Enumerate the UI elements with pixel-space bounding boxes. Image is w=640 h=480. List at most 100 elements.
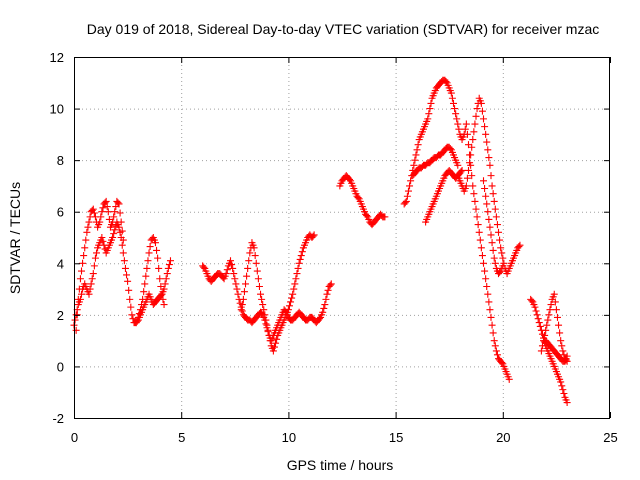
y-tick-label: 8 [57, 153, 64, 168]
data-point [111, 226, 119, 234]
data-point [145, 249, 153, 257]
series-C6 [480, 177, 507, 278]
data-point [461, 125, 469, 133]
data-point [257, 290, 265, 298]
data-point [156, 275, 164, 283]
data-point [489, 190, 497, 198]
data-point [381, 213, 389, 221]
series-B1 [199, 257, 335, 345]
data-point [157, 282, 165, 290]
data-point [470, 128, 478, 136]
data-point [163, 270, 171, 278]
data-point [154, 254, 162, 262]
data-point [493, 351, 501, 359]
data-point [483, 282, 491, 290]
data-point [492, 213, 500, 221]
data-point [489, 246, 497, 254]
data-point [481, 123, 489, 131]
data-point [406, 182, 414, 190]
data-point [298, 248, 306, 256]
data-point [563, 352, 571, 360]
data-point [289, 290, 297, 298]
data-point [115, 200, 123, 208]
x-tick-label: 0 [71, 430, 78, 445]
data-point [111, 208, 119, 216]
data-point [471, 197, 479, 205]
data-point [82, 236, 90, 244]
data-point [109, 234, 117, 241]
data-point [559, 386, 567, 394]
data-point [264, 326, 272, 334]
data-point [71, 316, 79, 324]
data-point [258, 310, 266, 318]
data-point [273, 335, 281, 343]
data-point [143, 264, 151, 272]
data-point [85, 218, 93, 226]
data-point [110, 213, 118, 221]
data-point [310, 231, 318, 239]
data-point [488, 182, 496, 190]
data-point [475, 228, 483, 236]
data-point [263, 321, 271, 329]
data-point [472, 112, 480, 120]
data-point [146, 243, 154, 251]
data-point [254, 275, 262, 283]
data-point [543, 321, 551, 329]
data-point [552, 306, 560, 314]
data-point [493, 221, 501, 229]
data-point [239, 295, 247, 303]
data-point [118, 241, 126, 249]
data-point [120, 257, 128, 265]
data-point [89, 270, 97, 278]
data-point [135, 310, 143, 318]
data-point [499, 262, 507, 270]
series-D2 [537, 290, 571, 365]
data-point [288, 294, 296, 302]
data-point [496, 268, 504, 276]
data-point [98, 208, 106, 216]
y-tick-label: 6 [57, 205, 64, 220]
data-point [139, 295, 147, 303]
data-point [557, 337, 565, 345]
data-point [452, 110, 460, 118]
data-point [464, 166, 472, 174]
data-point [114, 199, 122, 207]
data-point [553, 313, 561, 321]
data-point [129, 315, 137, 323]
data-point [272, 339, 280, 347]
y-tick-label: -2 [52, 411, 64, 426]
data-point [119, 236, 127, 244]
data-point [321, 301, 329, 309]
data-point [110, 230, 118, 238]
data-point [454, 161, 462, 169]
series-D3 [542, 337, 571, 365]
data-point [153, 246, 161, 254]
data-point [200, 263, 208, 271]
data-point [486, 306, 494, 314]
data-point [141, 280, 149, 288]
data-point [103, 203, 111, 211]
data-point [291, 280, 299, 288]
data-point [290, 285, 298, 293]
data-point [260, 306, 268, 314]
y-tick-label: 2 [57, 308, 64, 323]
data-point [480, 115, 488, 123]
data-point [462, 120, 470, 128]
data-point [232, 280, 240, 288]
data-point [474, 221, 482, 229]
data-point [84, 223, 92, 231]
data-point [151, 239, 159, 247]
series-C3 [409, 143, 462, 180]
data-point [480, 259, 488, 267]
data-point [142, 272, 150, 280]
data-point [160, 301, 168, 309]
data-point [546, 306, 554, 314]
data-point [144, 257, 152, 265]
series-A3 [132, 234, 168, 327]
data-point [266, 337, 274, 345]
data-point [262, 316, 270, 324]
data-point [550, 290, 558, 298]
data-point [140, 288, 148, 296]
data-point [162, 275, 170, 283]
